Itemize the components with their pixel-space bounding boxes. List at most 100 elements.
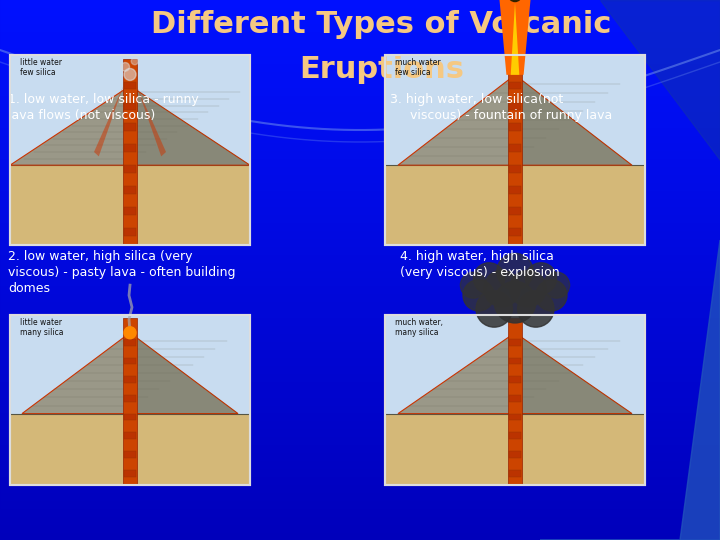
- Bar: [0, 506, 720, 507]
- Bar: [0, 517, 720, 518]
- Bar: [0, 63, 720, 64]
- Bar: [0, 207, 720, 208]
- Bar: [0, 466, 720, 467]
- Bar: [0, 178, 720, 179]
- Bar: [0, 351, 720, 352]
- Bar: [0, 417, 720, 418]
- Bar: [509, 82, 521, 89]
- Bar: [0, 379, 720, 380]
- Bar: [0, 512, 720, 513]
- Bar: [0, 342, 720, 343]
- Bar: [0, 180, 720, 181]
- Bar: [0, 210, 720, 211]
- Bar: [0, 425, 720, 426]
- Polygon shape: [600, 0, 720, 160]
- Bar: [0, 393, 720, 394]
- Bar: [0, 164, 720, 165]
- Bar: [0, 447, 720, 448]
- Bar: [0, 373, 720, 374]
- Bar: [0, 188, 720, 189]
- Bar: [0, 343, 720, 344]
- Bar: [0, 145, 720, 146]
- Bar: [0, 103, 720, 104]
- Bar: [509, 470, 521, 476]
- Bar: [0, 61, 720, 62]
- Bar: [0, 95, 720, 96]
- Bar: [0, 11, 720, 12]
- Bar: [0, 154, 720, 155]
- Bar: [0, 199, 720, 200]
- Bar: [0, 125, 720, 126]
- Bar: [0, 315, 720, 316]
- Bar: [0, 477, 720, 478]
- Bar: [0, 419, 720, 420]
- Bar: [0, 183, 720, 184]
- Bar: [0, 171, 720, 172]
- Bar: [0, 119, 720, 120]
- Bar: [0, 510, 720, 511]
- Bar: [509, 433, 521, 439]
- Bar: [0, 19, 720, 20]
- Bar: [0, 448, 720, 449]
- Circle shape: [476, 291, 513, 327]
- Bar: [0, 160, 720, 161]
- Bar: [0, 363, 720, 364]
- Bar: [0, 156, 720, 157]
- Bar: [0, 163, 720, 164]
- Bar: [0, 421, 720, 422]
- Bar: [509, 144, 521, 152]
- Bar: [0, 309, 720, 310]
- Bar: [0, 261, 720, 262]
- Bar: [0, 495, 720, 496]
- Bar: [0, 490, 720, 491]
- Bar: [0, 284, 720, 285]
- Polygon shape: [398, 75, 515, 165]
- Bar: [0, 165, 720, 166]
- Bar: [0, 113, 720, 114]
- Bar: [0, 274, 720, 275]
- Bar: [0, 515, 720, 516]
- Bar: [0, 327, 720, 328]
- Bar: [0, 223, 720, 224]
- Bar: [0, 93, 720, 94]
- Bar: [0, 504, 720, 505]
- Bar: [509, 186, 521, 194]
- Bar: [0, 66, 720, 67]
- Bar: [0, 399, 720, 400]
- Bar: [0, 169, 720, 170]
- Circle shape: [497, 253, 534, 290]
- Bar: [0, 136, 720, 137]
- Polygon shape: [515, 333, 632, 414]
- Bar: [0, 362, 720, 363]
- Bar: [0, 354, 720, 355]
- Bar: [0, 530, 720, 531]
- Bar: [125, 433, 135, 439]
- Bar: [0, 528, 720, 529]
- Bar: [0, 478, 720, 479]
- Bar: [0, 185, 720, 186]
- Bar: [0, 142, 720, 143]
- Bar: [125, 470, 135, 476]
- Bar: [0, 457, 720, 458]
- Bar: [0, 341, 720, 342]
- Bar: [10, 55, 250, 245]
- Bar: [508, 59, 522, 245]
- Bar: [0, 137, 720, 138]
- Bar: [0, 208, 720, 209]
- Bar: [0, 87, 720, 88]
- Bar: [0, 535, 720, 536]
- Bar: [0, 371, 720, 372]
- Bar: [0, 460, 720, 461]
- Bar: [0, 201, 720, 202]
- Bar: [0, 175, 720, 176]
- Polygon shape: [22, 333, 130, 414]
- Bar: [0, 82, 720, 83]
- Bar: [0, 89, 720, 90]
- Bar: [0, 302, 720, 303]
- Bar: [0, 359, 720, 360]
- Polygon shape: [137, 86, 166, 157]
- Bar: [0, 104, 720, 105]
- Bar: [0, 187, 720, 188]
- Bar: [0, 88, 720, 89]
- Bar: [0, 158, 720, 159]
